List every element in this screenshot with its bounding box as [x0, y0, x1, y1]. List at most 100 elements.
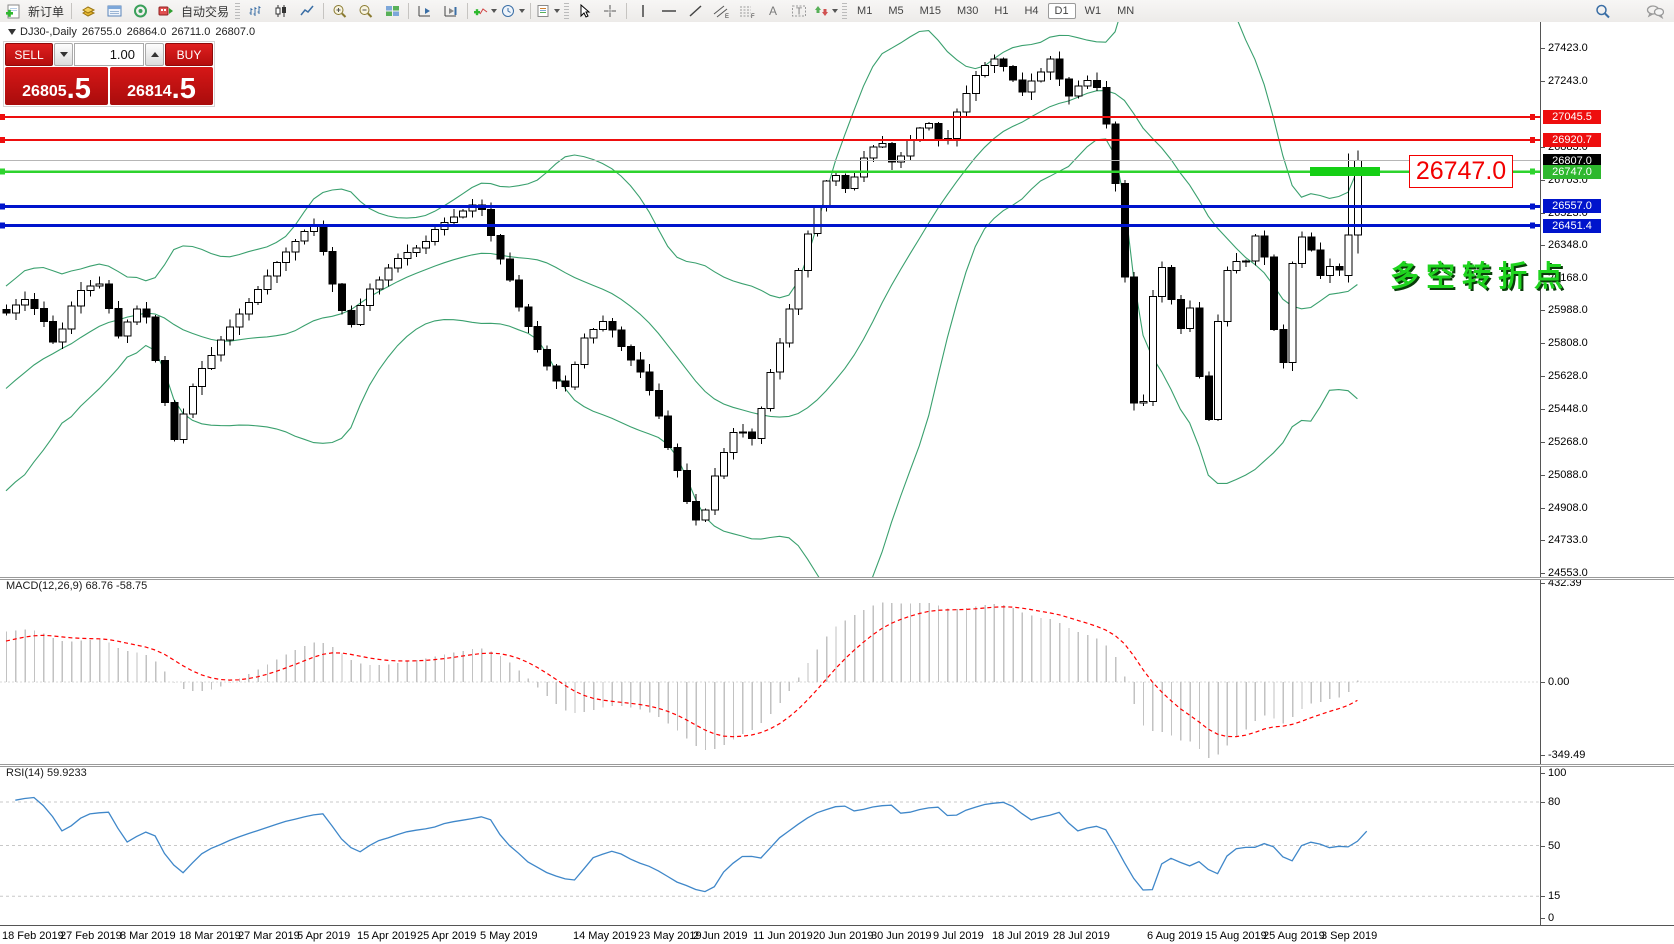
- sell-button[interactable]: SELL: [5, 43, 53, 66]
- pane-separator[interactable]: [0, 764, 1674, 767]
- bear-candle: [1204, 375, 1213, 421]
- buy-button[interactable]: BUY: [165, 43, 213, 66]
- zoom-in-icon[interactable]: [327, 1, 353, 21]
- bull-candle: [403, 251, 412, 259]
- arrows-shapes-icon[interactable]: [812, 1, 840, 21]
- price-tick: 24733.0: [1548, 534, 1588, 546]
- bull-candle: [990, 58, 999, 67]
- bull-candle: [123, 321, 132, 337]
- resistance-upper-anchor[interactable]: [0, 114, 5, 121]
- price-pane[interactable]: [0, 22, 1540, 578]
- bull-candle: [216, 339, 225, 356]
- search-icon[interactable]: [1590, 1, 1616, 21]
- data-window-icon[interactable]: [101, 1, 127, 21]
- bar-chart-icon[interactable]: [242, 1, 268, 21]
- timeframe-W1[interactable]: W1: [1084, 5, 1102, 17]
- volume-input[interactable]: 1.00: [74, 43, 144, 66]
- bull-candle: [729, 432, 738, 454]
- signals-icon[interactable]: [127, 1, 153, 21]
- bear-candle: [105, 283, 114, 310]
- bollinger-lower-band[interactable]: [5, 138, 1358, 578]
- crosshair-icon[interactable]: [597, 1, 623, 21]
- equidistant-channel-icon[interactable]: E: [708, 1, 734, 21]
- ohlc-low: 26711.0: [171, 26, 211, 38]
- templates-icon[interactable]: [534, 1, 562, 21]
- zoom-out-icon[interactable]: [353, 1, 379, 21]
- resistance-lower-anchor[interactable]: [0, 136, 5, 143]
- bollinger-middle-band[interactable]: [5, 90, 1358, 418]
- price-tag-26557.0: 26557.0: [1543, 199, 1601, 213]
- horizontal-line-icon[interactable]: [656, 1, 682, 21]
- macd-pane[interactable]: [0, 580, 1540, 765]
- chart-shift-icon[interactable]: [438, 1, 464, 21]
- market-watch-icon[interactable]: [75, 1, 101, 21]
- price-callout-box[interactable]: 26747.0: [1409, 155, 1513, 188]
- auto-scroll-icon[interactable]: [412, 1, 438, 21]
- timeframe-H4[interactable]: H4: [1024, 5, 1039, 17]
- bear-candle: [934, 122, 943, 142]
- support-lower-anchor[interactable]: [0, 222, 5, 229]
- text-label-icon[interactable]: T: [786, 1, 812, 21]
- bull-candle: [869, 146, 878, 159]
- volume-increase-button[interactable]: [145, 43, 164, 66]
- trendline-icon[interactable]: [682, 1, 708, 21]
- autotrading-label[interactable]: 自动交易: [181, 4, 230, 19]
- bear-candle: [39, 308, 48, 323]
- bull-candle: [365, 288, 374, 307]
- vertical-line-icon[interactable]: [630, 1, 656, 21]
- macd-tick: 0.00: [1548, 676, 1570, 688]
- pivot-line-anchor[interactable]: [1530, 168, 1535, 175]
- date-axis[interactable]: 18 Feb 2019 27 Feb 2019 8 Mar 2019 18 Mar 2…: [0, 925, 1674, 944]
- date-label: 25 Apr 2019: [417, 930, 477, 942]
- line-chart-icon[interactable]: [294, 1, 320, 21]
- timeframe-H1[interactable]: H1: [994, 5, 1009, 17]
- timeframe-M30[interactable]: M30: [957, 5, 979, 17]
- bull-candle: [757, 408, 766, 439]
- rsi-tick: 50: [1548, 840, 1561, 852]
- bear-candle: [347, 310, 356, 326]
- bull-candle: [1232, 260, 1241, 271]
- support-upper-anchor[interactable]: [1530, 203, 1535, 210]
- buy-price-button[interactable]: 26814.5: [110, 67, 213, 105]
- bull-candle: [1344, 234, 1353, 276]
- autotrading-button[interactable]: [153, 1, 179, 21]
- timeframe-M1[interactable]: M1: [857, 5, 873, 17]
- indicators-icon[interactable]: [471, 1, 499, 21]
- support-lower-anchor[interactable]: [1530, 222, 1535, 229]
- price-axis[interactable]: 27423.0 27243.0 26883.0 26703.0 26523.0 26348…: [1540, 22, 1674, 925]
- text-icon[interactable]: A: [760, 1, 786, 21]
- bear-candle: [1092, 79, 1101, 88]
- volume-decrease-button[interactable]: [54, 43, 73, 66]
- rsi-pane[interactable]: [0, 767, 1540, 925]
- timeframe-M15[interactable]: M15: [919, 5, 941, 17]
- candlestick-chart-icon[interactable]: [268, 1, 294, 21]
- collapse-arrow-icon[interactable]: [8, 29, 16, 35]
- tile-windows-icon[interactable]: [379, 1, 405, 21]
- price-tick: 25628.0: [1548, 370, 1588, 382]
- bull-candle: [272, 262, 281, 277]
- bull-candle: [431, 229, 440, 242]
- pane-separator[interactable]: [0, 577, 1674, 580]
- periodicity-icon[interactable]: [499, 1, 527, 21]
- resistance-lower-anchor[interactable]: [1530, 136, 1535, 143]
- pivot-line-anchor[interactable]: [0, 168, 5, 175]
- pivot-note-text[interactable]: 多空转折点: [1390, 261, 1571, 293]
- timeframe-MN[interactable]: MN: [1117, 5, 1135, 17]
- macd-tick: -349.49: [1548, 749, 1586, 761]
- chart-window[interactable]: DJ30-,Daily 26755.0 26864.0 26711.0 26807.0 …: [0, 22, 1674, 944]
- support-upper-anchor[interactable]: [0, 203, 5, 210]
- new-order-label[interactable]: 新订单: [28, 4, 65, 19]
- fibonacci-icon[interactable]: F: [734, 1, 760, 21]
- pivot-highlight-box[interactable]: [1310, 167, 1380, 177]
- cursor-icon[interactable]: [571, 1, 597, 21]
- chat-icon[interactable]: [1642, 1, 1668, 21]
- new-order-button[interactable]: [0, 1, 26, 21]
- timeframe-D1[interactable]: D1: [1047, 3, 1076, 19]
- sell-price-button[interactable]: 26805.5: [5, 67, 108, 105]
- timeframe-M5[interactable]: M5: [888, 5, 904, 17]
- bull-candle: [300, 230, 309, 242]
- bear-candle: [1176, 298, 1185, 330]
- resistance-upper-anchor[interactable]: [1530, 114, 1535, 121]
- svg-text:E: E: [725, 14, 729, 19]
- bollinger-upper-band[interactable]: [5, 22, 1358, 299]
